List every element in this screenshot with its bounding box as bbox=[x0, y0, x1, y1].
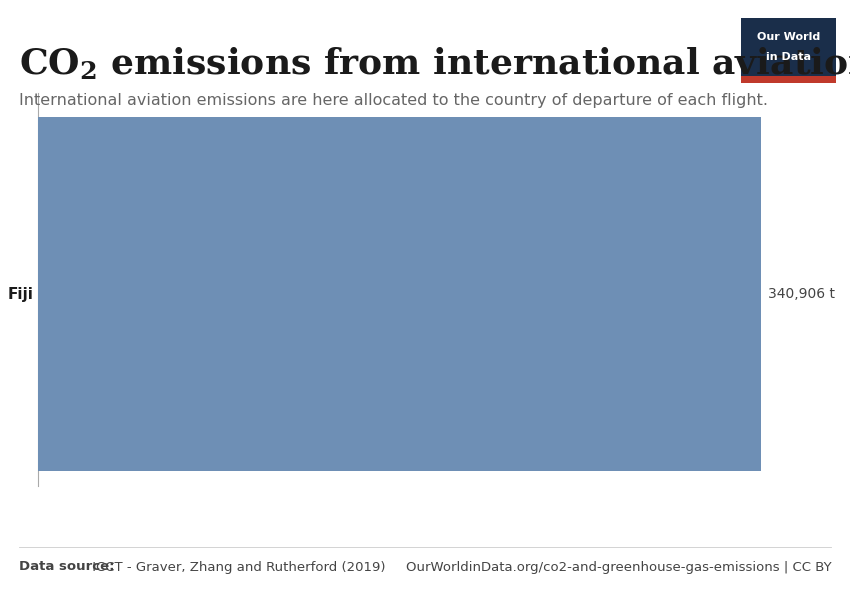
Text: $\mathregular{CO_2}$ emissions from international aviation, 2018: $\mathregular{CO_2}$ emissions from inte… bbox=[19, 45, 850, 81]
FancyBboxPatch shape bbox=[741, 18, 836, 83]
Text: OurWorldinData.org/co2-and-greenhouse-gas-emissions | CC BY: OurWorldinData.org/co2-and-greenhouse-ga… bbox=[405, 560, 831, 574]
Text: Data source:: Data source: bbox=[19, 560, 114, 574]
Text: ICCT - Graver, Zhang and Rutherford (2019): ICCT - Graver, Zhang and Rutherford (201… bbox=[88, 560, 386, 574]
FancyBboxPatch shape bbox=[38, 117, 761, 471]
Text: in Data: in Data bbox=[767, 52, 811, 62]
Text: Fiji: Fiji bbox=[8, 286, 33, 301]
Text: Our World: Our World bbox=[757, 32, 820, 43]
Text: 340,906 t: 340,906 t bbox=[768, 287, 835, 301]
FancyBboxPatch shape bbox=[741, 76, 836, 83]
Text: International aviation emissions are here allocated to the country of departure : International aviation emissions are her… bbox=[19, 93, 768, 108]
